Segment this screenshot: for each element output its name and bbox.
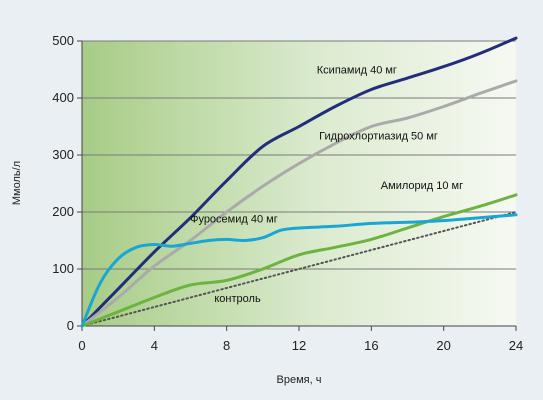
series-annotation: контроль — [214, 293, 261, 305]
y-tick-label: 400 — [52, 90, 74, 105]
series-line — [80, 213, 518, 328]
x-axis-title: Время, ч — [277, 374, 322, 386]
x-tick-label: 8 — [223, 338, 230, 353]
series-annotation: Ксипамид 40 мг — [317, 64, 397, 76]
x-tick-label: 24 — [509, 338, 523, 353]
series-line — [80, 193, 518, 328]
x-tick-label: 12 — [292, 338, 306, 353]
series-lines — [80, 36, 518, 328]
series-line — [81, 211, 517, 327]
x-tick-label: 16 — [364, 338, 378, 353]
series-annotation: Амилорид 10 мг — [381, 180, 463, 192]
series-line — [80, 36, 518, 328]
series-line — [80, 79, 518, 328]
y-axis-title: Ммоль/л — [11, 161, 23, 205]
gridlines — [82, 40, 516, 270]
x-tick-label: 0 — [78, 338, 85, 353]
x-tick-label: 20 — [436, 338, 450, 353]
y-tick-label: 200 — [52, 204, 74, 219]
series-annotation: Фуросемид 40 мг — [190, 213, 278, 225]
series-annotation: Гидрохлортиазид 50 мг — [319, 131, 438, 143]
plot-area — [82, 41, 516, 326]
series-annotations: Ксипамид 40 мг Гидрохлортиазид 50 мг Амило… — [190, 64, 463, 305]
y-tick-label: 500 — [52, 33, 74, 48]
y-tick-label: 100 — [52, 261, 74, 276]
y-tick-label: 300 — [52, 147, 74, 162]
x-tick-label: 4 — [151, 338, 158, 353]
y-tick-label: 0 — [67, 318, 74, 333]
